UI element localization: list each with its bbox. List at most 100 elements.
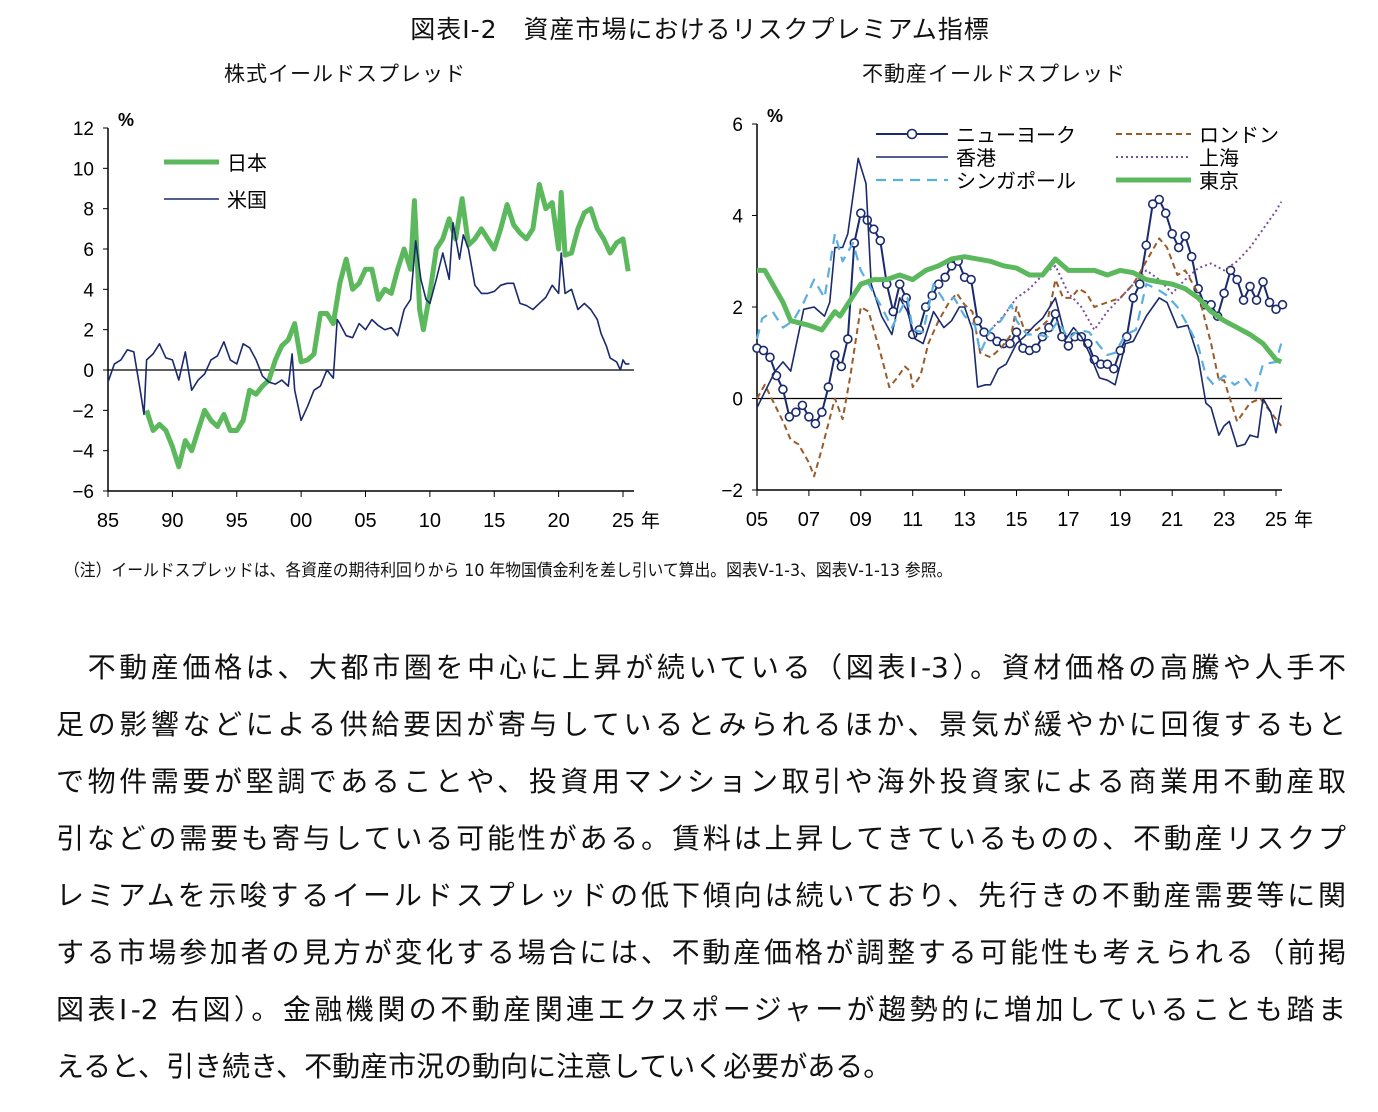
right-series-point — [1121, 331, 1132, 342]
right-series-point — [836, 361, 847, 372]
left-y-tick-label: −4 — [72, 442, 94, 463]
right-x-tick-label: 17 — [1057, 509, 1079, 531]
right-series-point — [875, 235, 886, 246]
right-series-point — [823, 382, 834, 392]
body-line: する市場参加者の見方が変化する場合には、不動産価格が調整する可能性も考えられる（… — [56, 936, 1346, 969]
left-y-tick-label: 2 — [83, 321, 94, 342]
left-x-tick-label: 00 — [290, 510, 312, 532]
body-line: 図表Ⅰ-2 右図）。金融機関の不動産関連エクスポージャーが趨勢的に増加しているこ… — [56, 993, 1346, 1026]
left-x-tick-label: 05 — [354, 510, 376, 532]
body-text: 不動産価格は、大都市圏を中心に上昇が続いている（図表Ⅰ-3）。資材価格の高騰や人… — [56, 642, 1346, 1098]
right-series-point — [1011, 327, 1022, 337]
right-series-point — [1102, 359, 1113, 369]
right-series-line — [755, 232, 1283, 393]
left-x-tick-label: 15 — [483, 510, 505, 532]
right-series-point — [830, 350, 840, 360]
right-series-point — [1031, 343, 1041, 353]
right-series-point — [855, 208, 866, 219]
left-series-line — [107, 222, 630, 422]
right-series-point — [1258, 277, 1268, 287]
left-y-tick-label: 6 — [83, 240, 94, 261]
right-series-point — [1005, 338, 1015, 349]
right-series-point — [927, 290, 937, 301]
legend-japan-label: 日本 — [227, 152, 267, 175]
right-series-point — [1238, 295, 1249, 305]
legend-newyork-marker — [906, 128, 918, 140]
right-series-point — [843, 334, 853, 344]
right-series-point — [758, 345, 769, 356]
right-series-line — [756, 157, 1282, 448]
left-chart-title: 株式イールドスプレッド — [224, 62, 466, 86]
right-series-point — [1264, 297, 1275, 308]
right-series-line — [989, 201, 1283, 331]
right-series-point — [966, 274, 976, 285]
legend-hongkong-label: 香港 — [956, 147, 996, 170]
right-x-tick-label: 13 — [953, 509, 975, 531]
legend-singapore-label: シンガポール — [956, 170, 1076, 193]
right-series-point — [1277, 299, 1288, 310]
left-y-tick-label: −2 — [72, 401, 94, 422]
right-series-point — [920, 302, 931, 312]
right-series-point — [1173, 242, 1184, 253]
right-series-point — [1109, 363, 1119, 374]
right-series-point — [1063, 341, 1074, 351]
right-series-point — [894, 279, 905, 289]
right-x-tick-label: 09 — [850, 509, 872, 531]
body-line: 引などの需要も寄与している可能性がある。賃料は上昇してきているものの、不動産リス… — [56, 822, 1346, 855]
right-series-point — [1180, 231, 1190, 241]
legend-shanghai-label: 上海 — [1199, 147, 1239, 170]
right-x-tick-label: 05 — [746, 509, 768, 531]
right-series-point — [1147, 199, 1158, 209]
figure-note: （注）イールドスプレッドは、各資産の期待利回りから 10 年物国債金利を差し引い… — [64, 561, 953, 581]
right-series-point — [1160, 208, 1171, 219]
left-x-tick-label: 95 — [226, 510, 248, 532]
left-x-unit: 年 — [641, 510, 660, 532]
body-line: 足の影響などによる供給要因が寄与しているとみられるほか、景気が緩やかに回復するも… — [56, 708, 1346, 741]
right-x-unit: 年 — [1294, 509, 1313, 531]
left-series-line — [144, 182, 631, 470]
right-series-point — [778, 384, 788, 395]
right-series-point — [804, 411, 814, 422]
right-series-point — [817, 407, 827, 418]
right-x-tick-label: 07 — [798, 509, 820, 531]
right-y-tick-label: −2 — [721, 481, 743, 502]
body-line: 不動産価格は、大都市圏を中心に上昇が続いている（図表Ⅰ-3）。資材価格の高騰や人… — [56, 651, 1346, 684]
figure-title: 図表Ⅰ-2 資産市場におけるリスクプレミアム指標 — [410, 15, 990, 44]
right-series-point — [1044, 322, 1054, 333]
right-chart-title: 不動産イールドスプレッド — [862, 62, 1126, 86]
left-x-tick-label: 85 — [97, 510, 119, 532]
right-series-point — [1134, 279, 1145, 289]
right-series-point — [1167, 229, 1177, 239]
right-x-tick-label: 25 — [1265, 509, 1287, 531]
right-series-point — [1251, 295, 1262, 305]
right-x-tick-label: 23 — [1213, 509, 1235, 531]
right-y-unit: % — [767, 106, 783, 126]
right-series-point — [1245, 281, 1255, 292]
right-series-point — [1128, 293, 1139, 303]
right-series-point — [791, 407, 801, 418]
right-y-tick-label: 4 — [732, 207, 743, 228]
right-series-point — [1271, 304, 1281, 315]
left-x-tick-label: 90 — [161, 510, 183, 532]
legend-us-label: 米国 — [227, 189, 267, 212]
right-series-point — [933, 279, 944, 289]
right-series-point — [797, 400, 808, 411]
right-series-point — [1186, 251, 1197, 262]
right-x-tick-label: 19 — [1109, 509, 1131, 531]
body-line: で物件需要が堅調であることや、投資用マンション取引や海外投資家による商業用不動産… — [56, 765, 1346, 798]
right-series-point — [868, 224, 879, 235]
right-series-point — [765, 352, 775, 363]
legend-newyork-label: ニューヨーク — [956, 124, 1076, 147]
left-y-tick-label: −6 — [72, 482, 94, 503]
right-series-point — [810, 418, 821, 429]
legend-tokyo-label: 東京 — [1199, 170, 1239, 193]
left-y-tick-label: 0 — [83, 361, 94, 382]
right-series-line — [757, 254, 1283, 365]
right-y-tick-label: 0 — [732, 390, 743, 411]
right-series-point — [1219, 288, 1229, 299]
right-x-tick-label: 15 — [1005, 509, 1027, 531]
left-y-tick-label: 12 — [73, 119, 94, 140]
right-series-point — [1154, 194, 1165, 205]
right-y-tick-label: 2 — [732, 298, 743, 319]
